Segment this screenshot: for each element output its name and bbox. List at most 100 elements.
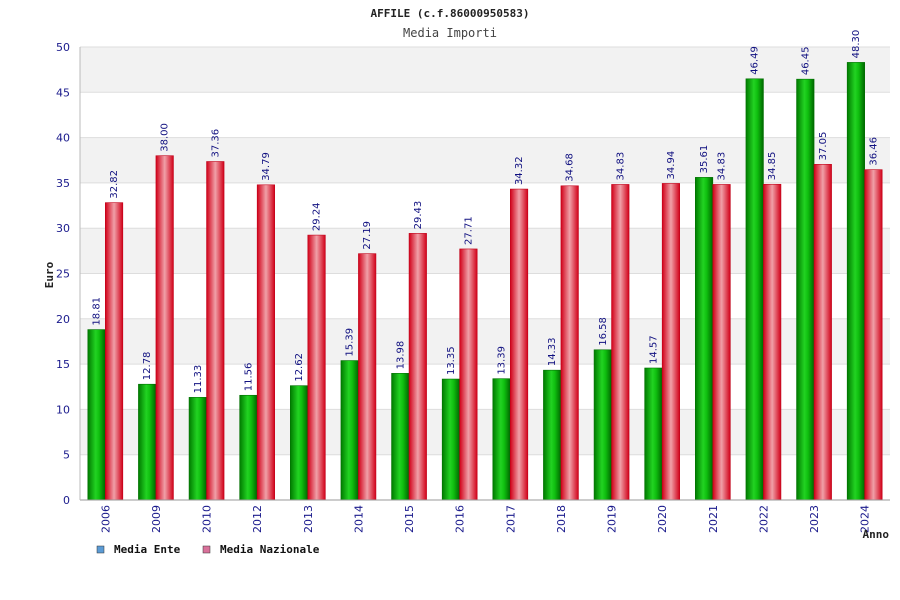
bar-media-nazionale-2014 [358,253,377,501]
bar-media-ente-2006 [87,329,106,501]
x-tick-label: 2019 [606,505,619,533]
bar-media-nazionale-2019 [611,184,630,501]
bar-media-nazionale-2010 [206,161,225,501]
bar-media-ente-2018 [543,369,562,501]
x-tick-label: 2006 [99,505,112,533]
value-label: 29.43 [413,201,424,230]
value-label: 32.82 [109,170,120,199]
value-label: 34.79 [261,152,272,181]
y-tick-label: 15 [56,358,70,371]
x-tick-label: 2013 [302,505,315,533]
value-label: 13.98 [395,341,406,370]
value-label: 12.62 [294,353,305,382]
bar-media-nazionale-2016 [459,248,478,501]
bar-media-nazionale-2017 [510,188,529,501]
bar-media-ente-2017 [492,378,511,501]
bar-media-ente-2024 [846,62,865,501]
value-label: 15.39 [345,328,356,357]
legend-swatch-media-ente [96,545,105,554]
bar-media-ente-2023 [796,78,815,501]
value-label: 16.58 [598,317,609,346]
value-label: 35.61 [699,145,710,174]
bar-media-ente-2016 [441,378,460,501]
y-tick-label: 50 [56,41,70,54]
x-tick-label: 2024 [859,505,872,533]
legend-swatch-media-nazionale [202,545,211,554]
bar-media-ente-2013 [290,385,309,501]
legend-label-media-ente: Media Ente [114,543,181,556]
value-label: 11.56 [243,363,254,392]
x-tick-label: 2018 [555,505,568,533]
bar-media-nazionale-2023 [813,164,832,501]
value-label: 48.30 [851,30,862,59]
bar-media-ente-2014 [340,360,359,501]
value-label: 36.46 [868,137,879,166]
legend: Media Ente Media Nazionale [96,543,320,556]
bar-media-nazionale-2021 [712,184,731,501]
bar-media-ente-2012 [239,394,258,501]
bars [87,62,883,501]
bar-media-nazionale-2018 [560,185,579,501]
value-label: 12.78 [142,352,153,381]
value-label: 34.32 [514,156,525,185]
value-label: 29.24 [312,202,323,231]
bar-media-nazionale-2013 [307,234,326,501]
x-tick-label: 2012 [251,505,264,533]
value-label: 14.33 [547,338,558,367]
y-tick-label: 5 [63,449,70,462]
value-label: 34.83 [717,152,728,181]
y-tick-label: 40 [56,132,70,145]
chart-title: AFFILE (c.f.86000950583) [371,7,530,20]
bar-media-ente-2019 [593,349,612,501]
value-label: 13.35 [446,346,457,375]
x-tick-label: 2021 [707,505,720,533]
bar-media-nazionale-2012 [256,184,275,501]
value-labels: 18.81 32.82 12.78 38.00 11.33 37.36 11.56 34.79… [92,30,880,394]
x-axis-label: Anno [863,528,890,541]
value-label: 34.94 [666,151,677,180]
legend-label-media-nazionale: Media Nazionale [220,543,320,556]
x-tick-label: 2023 [808,505,821,533]
x-tick-label: 2015 [403,505,416,533]
bar-media-ente-2015 [391,373,410,501]
y-axis-label: Euro [43,261,56,288]
y-tick-label: 30 [56,222,70,235]
x-axis-ticks: 2006 2009 2010 2012 2013 2014 2015 2016 2017 2018… [99,505,871,533]
x-tick-label: 2010 [201,505,214,533]
bar-media-nazionale-2006 [105,202,124,501]
bar-media-ente-2009 [138,383,157,501]
bar-media-ente-2022 [745,78,764,501]
value-label: 46.45 [800,47,811,76]
y-tick-label: 25 [56,268,70,281]
y-tick-label: 0 [63,494,70,507]
y-axis-ticks: 0 5 10 15 20 25 30 35 40 45 50 [56,41,70,507]
x-tick-label: 2009 [150,505,163,533]
plot-band [80,47,890,93]
value-label: 13.39 [497,346,508,375]
bar-media-nazionale-2022 [763,183,782,501]
x-tick-label: 2022 [757,505,770,533]
bar-media-nazionale-2009 [155,155,174,501]
value-label: 34.68 [565,153,576,182]
value-label: 38.00 [160,123,171,152]
value-label: 27.19 [362,221,373,250]
x-tick-label: 2020 [656,505,669,533]
y-tick-label: 45 [56,86,70,99]
bar-media-ente-2020 [644,367,663,501]
value-label: 37.36 [210,129,221,158]
bar-media-nazionale-2020 [661,183,680,501]
bar-media-ente-2010 [188,397,207,501]
chart-subtitle: Media Importi [403,26,497,40]
bar-media-nazionale-2015 [408,233,427,501]
bar-media-nazionale-2024 [864,169,883,501]
value-label: 27.71 [463,216,474,245]
value-label: 11.33 [193,365,204,394]
bar-media-ente-2021 [695,177,714,501]
value-label: 18.81 [92,297,103,326]
value-label: 46.49 [750,46,761,75]
value-label: 37.05 [818,132,829,161]
value-label: 34.85 [767,152,778,181]
x-tick-label: 2016 [454,505,467,533]
x-tick-label: 2014 [352,505,365,533]
